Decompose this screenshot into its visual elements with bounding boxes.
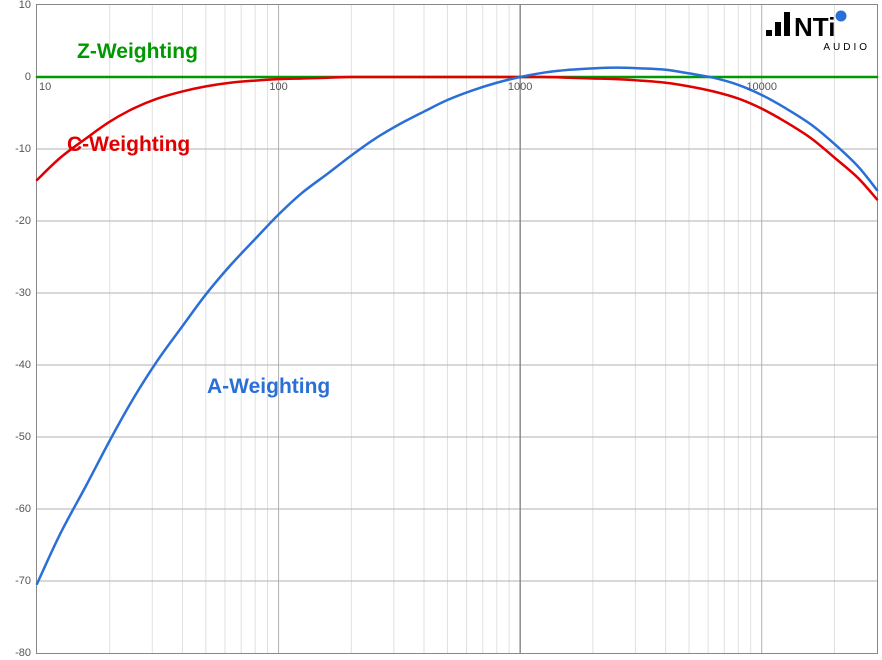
svg-text:NTi: NTi (794, 12, 835, 42)
weighting-chart: -80 -70 -60 -50 -40 -30 -20 -10 0 10 10 100 1000 1000… (0, 0, 882, 660)
y-tick-label: -40 (15, 359, 31, 371)
logo-svg: NTiAUDIO (764, 6, 874, 58)
y-tick-label: 10 (19, 0, 31, 11)
plot-svg (37, 5, 877, 653)
x-tick-label: 100 (269, 81, 287, 93)
y-tick-label: -30 (15, 287, 31, 299)
series-label: A-Weighting (207, 375, 330, 399)
y-tick-label: -20 (15, 215, 31, 227)
nti-logo: NTiAUDIO (764, 6, 874, 63)
y-tick-label: -50 (15, 431, 31, 443)
series-label: Z-Weighting (77, 40, 198, 64)
y-tick-label: -10 (15, 143, 31, 155)
svg-text:AUDIO: AUDIO (823, 42, 870, 53)
x-tick-label: 10 (39, 81, 51, 93)
y-tick-label: -70 (15, 575, 31, 587)
y-tick-label: -60 (15, 503, 31, 515)
plot-area: -80-70-60-50-40-30-20-100101010010001000… (36, 4, 878, 654)
x-tick-label: 1000 (508, 81, 532, 93)
series-label: C-Weighting (67, 133, 190, 157)
y-tick-label: 0 (25, 71, 31, 83)
x-tick-label: 10000 (746, 81, 777, 93)
y-tick-label: -80 (15, 647, 31, 659)
